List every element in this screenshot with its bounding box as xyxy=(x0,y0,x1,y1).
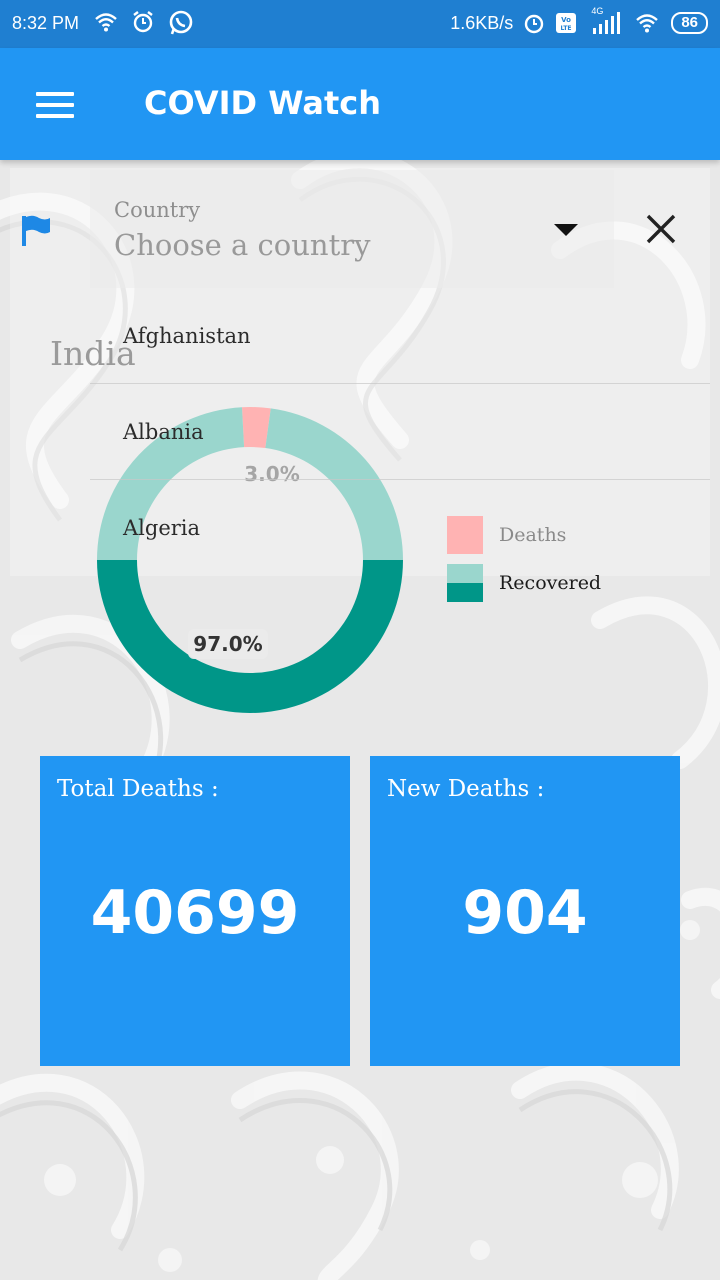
new-deaths-value: 904 xyxy=(462,878,588,948)
total-deaths-value: 40699 xyxy=(90,878,300,948)
network-speed: 1.6KB/s xyxy=(450,12,514,33)
selected-country: India xyxy=(50,334,136,373)
legend-label-deaths: Deaths xyxy=(499,524,567,546)
new-deaths-label: New Deaths : xyxy=(387,776,545,802)
status-time: 8:32 PM xyxy=(12,13,80,33)
country-dropdown[interactable]: Country Choose a country xyxy=(90,170,614,288)
hamburger-menu-icon[interactable] xyxy=(36,92,74,118)
wifi-icon xyxy=(636,14,659,33)
new-deaths-card: New Deaths : 904 xyxy=(370,756,680,1066)
flag-icon xyxy=(22,215,50,246)
legend-label-recovered: Recovered xyxy=(499,572,602,594)
option-divider xyxy=(90,383,710,384)
dropdown-option[interactable]: Algeria xyxy=(123,516,201,540)
total-deaths-label: Total Deaths : xyxy=(57,776,219,802)
option-divider xyxy=(90,479,710,480)
status-bar: 8:32 PM 1.6KB/s Vo LTE 4G 86 xyxy=(0,0,720,48)
legend-item-deaths: Deaths xyxy=(447,516,566,554)
legend-swatch-recovered xyxy=(447,564,483,602)
signal-icon: 4G xyxy=(587,6,623,36)
alarm-icon xyxy=(525,14,544,34)
close-icon[interactable] xyxy=(644,212,678,246)
chevron-down-icon[interactable] xyxy=(554,224,578,236)
total-deaths-card: Total Deaths : 40699 xyxy=(40,756,350,1066)
country-label: Country xyxy=(114,198,201,222)
whatsapp-icon xyxy=(169,10,193,35)
country-placeholder: Choose a country xyxy=(114,228,371,262)
wifi-icon xyxy=(95,13,117,32)
network-type: 4G xyxy=(591,6,604,16)
dropdown-option[interactable]: Afghanistan xyxy=(123,324,251,348)
app-title: COVID Watch xyxy=(144,84,381,122)
legend-swatch-deaths xyxy=(447,516,483,554)
legend-item-recovered: Recovered xyxy=(447,564,601,602)
app-bar: COVID Watch xyxy=(0,48,720,160)
battery-icon: 86 xyxy=(671,12,708,34)
dropdown-option[interactable]: Albania xyxy=(123,420,204,444)
svg-text:Vo: Vo xyxy=(561,16,571,24)
svg-text:LTE: LTE xyxy=(561,25,572,32)
alarm-icon xyxy=(133,11,153,33)
